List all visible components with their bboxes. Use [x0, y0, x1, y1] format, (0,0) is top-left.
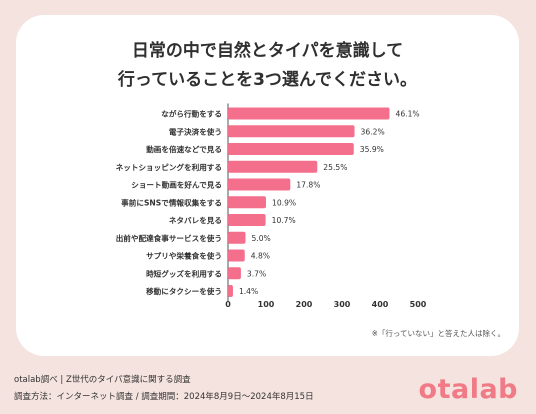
- bar: [228, 249, 245, 262]
- value-label: 4.8%: [251, 252, 270, 261]
- bar: [228, 267, 241, 280]
- value-label: 25.5%: [323, 163, 347, 172]
- value-label: 1.4%: [239, 287, 258, 296]
- bar: [228, 107, 390, 120]
- category-label: サプリや栄養食を使う: [146, 251, 222, 261]
- value-label: 35.9%: [360, 145, 384, 154]
- x-tick-label: 400: [372, 300, 389, 309]
- x-tick-label: 200: [296, 300, 313, 309]
- value-label: 10.9%: [272, 198, 296, 207]
- x-tick-label: 500: [410, 300, 427, 309]
- category-label: 時短グッズを利用する: [146, 268, 222, 278]
- value-label: 17.8%: [296, 181, 320, 190]
- bar: [228, 178, 291, 191]
- chart-title: 日常の中で自然とタイパを意識して 行っていることを3つ選んでください。: [16, 37, 519, 95]
- chart-card: 日常の中で自然とタイパを意識して 行っていることを3つ選んでください。 ※「行っ…: [16, 15, 519, 356]
- bar: [228, 231, 246, 244]
- bar: [228, 125, 355, 138]
- value-label: 36.2%: [361, 127, 385, 136]
- category-label: ショート動画を好んで見る: [131, 180, 222, 190]
- value-label: 5.0%: [251, 234, 270, 243]
- x-tick-label: 300: [334, 300, 351, 309]
- value-label: 46.1%: [396, 110, 420, 119]
- bar: [228, 143, 354, 155]
- title-line-2: 行っていることを3つ選んでください。: [117, 70, 418, 90]
- x-tick-label: 100: [258, 300, 275, 309]
- bar: [228, 196, 266, 209]
- bar: [228, 214, 266, 226]
- title-line-1: 日常の中で自然とタイパを意識して: [131, 41, 404, 61]
- category-label: ネットショッピングを利用する: [116, 162, 222, 172]
- category-label: 出前や配達食事サービスを使う: [116, 233, 222, 243]
- category-label: 事前にSNSで情報収集をする: [121, 197, 222, 207]
- value-label: 10.7%: [272, 216, 296, 225]
- footer-source: otalab調べ | Z世代のタイパ意識に関する調査: [14, 375, 191, 385]
- bar: [228, 285, 233, 297]
- value-label: 3.7%: [247, 269, 266, 278]
- category-label: ながら行動をする: [161, 109, 222, 119]
- footer-method: 調査方法：インターネット調査 / 調査期間：2024年8月9日〜2024年8月1…: [14, 392, 314, 402]
- category-label: 電子決済を使う: [169, 126, 222, 136]
- category-label: 移動にタクシーを使う: [146, 286, 222, 296]
- bar: [228, 160, 318, 173]
- category-label: ネタバレを見る: [169, 215, 222, 225]
- otalab-logo: otalab: [418, 374, 518, 405]
- category-label: 動画を倍速などで見る: [146, 144, 222, 154]
- x-tick-label: 0: [225, 300, 231, 309]
- exclusion-note: ※「行っていない」と答えた人は除く。: [371, 329, 505, 338]
